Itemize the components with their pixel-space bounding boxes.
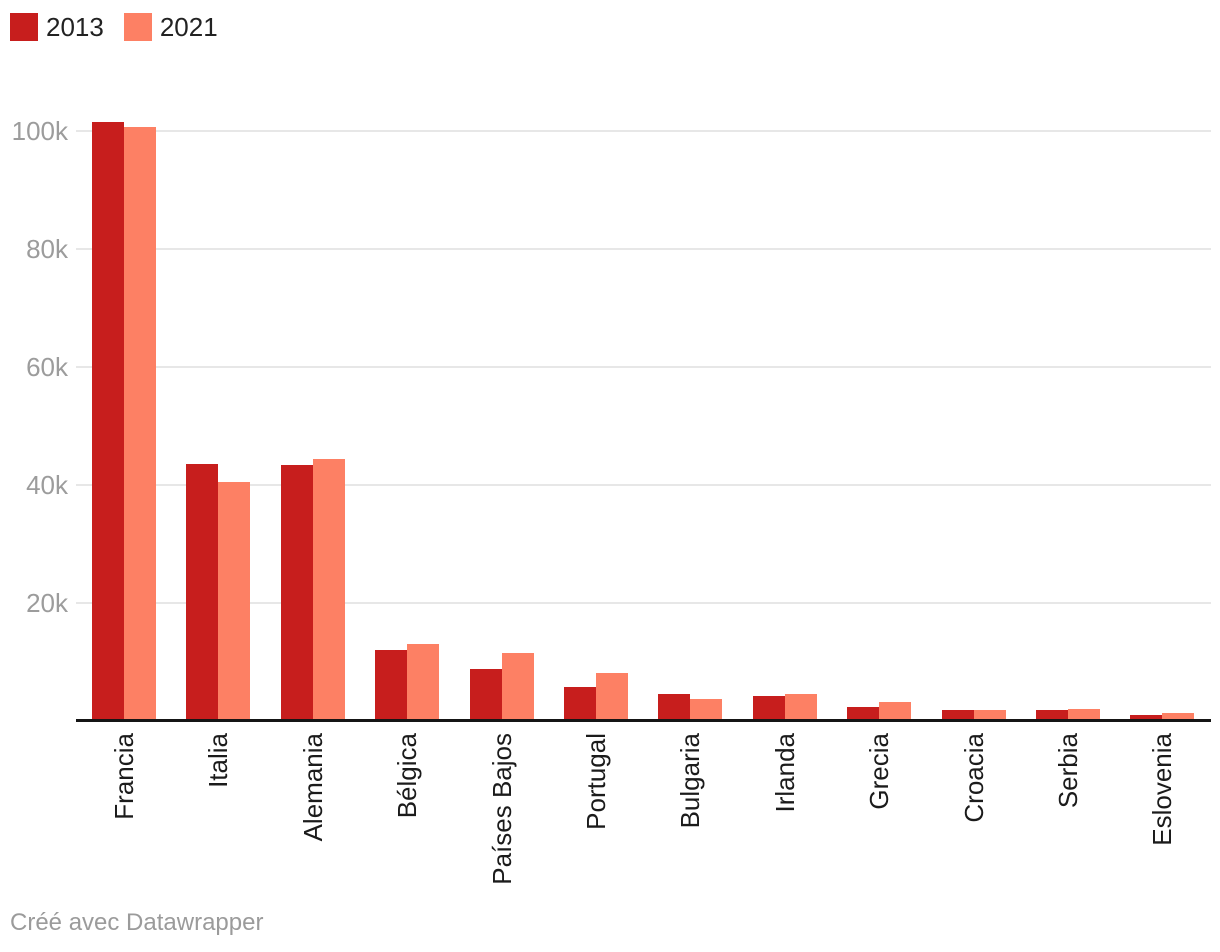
legend: 2013 2021 (10, 13, 238, 41)
y-tick-label-100k: 100k (11, 115, 68, 146)
bar-bulgaria-2013 (658, 694, 690, 721)
x-axis-label-paises-bajos: Países Bajos (487, 733, 517, 885)
bar-italia-2021 (218, 482, 250, 721)
legend-swatch-2013 (10, 13, 38, 41)
bar-italia-2013 (186, 464, 218, 721)
gridline-100k (76, 129, 1211, 132)
bar-serbia-2021 (1068, 709, 1100, 721)
bar-francia-2013 (92, 122, 124, 721)
bar-belgica-2021 (407, 644, 439, 721)
y-tick-label-60k: 60k (26, 351, 68, 382)
legend-item-2021: 2021 (123, 12, 218, 42)
bar-eslovenia-2013 (1130, 715, 1162, 721)
x-axis-label-croacia: Croacia (959, 733, 989, 823)
gridline-40k (76, 483, 1211, 486)
bar-alemania-2013 (281, 465, 313, 721)
gridline-20k (76, 601, 1211, 604)
bar-belgica-2013 (375, 650, 407, 721)
x-axis-label-bulgaria: Bulgaria (675, 733, 705, 829)
bar-portugal-2013 (564, 687, 596, 721)
legend-label-2021: 2021 (159, 12, 218, 42)
bar-croacia-2021 (974, 710, 1006, 721)
x-axis-label-portugal: Portugal (581, 733, 611, 830)
x-axis-label-irlanda: Irlanda (770, 733, 800, 813)
x-axis-label-francia: Francia (109, 733, 139, 820)
bar-eslovenia-2021 (1162, 713, 1194, 721)
bar-grecia-2013 (847, 707, 879, 721)
bar-serbia-2013 (1036, 710, 1068, 721)
y-tick-label-40k: 40k (26, 469, 68, 500)
x-axis-label-alemania: Alemania (298, 733, 328, 842)
x-axis-label-serbia: Serbia (1053, 733, 1083, 809)
legend-label-2013: 2013 (46, 12, 104, 42)
legend-item-2013: 2013 (10, 13, 104, 41)
x-axis-label-grecia: Grecia (864, 733, 894, 810)
bar-paises-bajos-2021 (502, 653, 534, 721)
bar-irlanda-2013 (753, 696, 785, 721)
bar-irlanda-2021 (785, 694, 817, 721)
y-tick-label-80k: 80k (26, 233, 68, 264)
x-axis-line (76, 719, 1211, 722)
gridline-80k (76, 247, 1211, 250)
legend-swatch-2021 (123, 13, 152, 41)
y-tick-label-20k: 20k (26, 587, 68, 618)
bar-bulgaria-2021 (690, 699, 722, 721)
bar-grecia-2021 (879, 702, 911, 721)
x-axis-label-italia: Italia (203, 733, 233, 788)
x-axis-label-eslovenia: Eslovenia (1147, 733, 1177, 846)
bar-croacia-2013 (942, 710, 974, 721)
bar-alemania-2021 (313, 459, 345, 721)
gridline-60k (76, 365, 1211, 368)
bar-portugal-2021 (596, 673, 628, 721)
datawrapper-credit-link[interactable]: Créé avec Datawrapper (10, 909, 264, 936)
bar-francia-2021 (124, 127, 156, 721)
bar-paises-bajos-2013 (470, 669, 502, 721)
x-axis-label-belgica: Bélgica (392, 733, 422, 819)
